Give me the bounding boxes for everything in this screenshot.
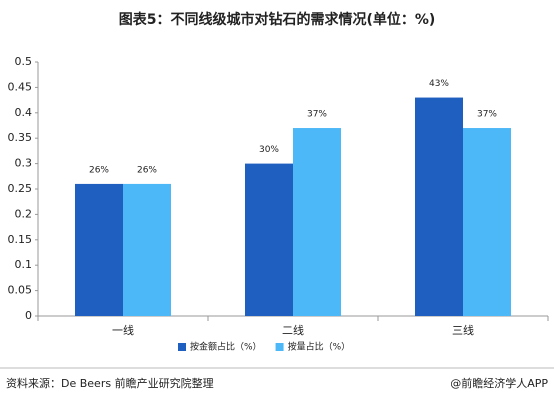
credit: @前瞻经济学人APP bbox=[450, 376, 548, 390]
y-tick-label: 0.3 bbox=[15, 157, 33, 170]
bar bbox=[75, 183, 123, 316]
y-tick-label: 0.5 bbox=[15, 55, 33, 68]
legend-swatch bbox=[178, 343, 186, 351]
y-tick-label: 0.35 bbox=[8, 131, 33, 144]
x-tick-label: 一线 bbox=[112, 323, 134, 337]
value-label: 43% bbox=[429, 79, 449, 89]
bar bbox=[415, 97, 463, 316]
bar bbox=[123, 183, 171, 316]
bar bbox=[245, 163, 293, 316]
legend-label: 按量占比（%） bbox=[288, 341, 351, 353]
y-tick-label: 0.15 bbox=[8, 233, 33, 246]
bar bbox=[293, 128, 341, 316]
legend-label: 按金额占比（%） bbox=[190, 341, 262, 353]
chart-title: 图表5：不同线级城市对钻石的需求情况(单位：%) bbox=[119, 11, 436, 28]
source: 资料来源：De Beers 前瞻产业研究院整理 bbox=[6, 376, 214, 390]
value-label: 37% bbox=[307, 110, 327, 120]
value-label: 26% bbox=[89, 165, 109, 175]
y-tick-label: 0.05 bbox=[8, 284, 33, 297]
value-label: 37% bbox=[477, 110, 497, 120]
y-tick-label: 0.45 bbox=[8, 80, 33, 93]
y-tick-label: 0.4 bbox=[15, 106, 33, 119]
value-label: 30% bbox=[259, 145, 279, 155]
y-tick-label: 0 bbox=[25, 309, 32, 322]
value-label: 26% bbox=[137, 165, 157, 175]
legend-swatch bbox=[275, 343, 284, 351]
bar bbox=[463, 128, 511, 316]
x-tick-label: 二线 bbox=[282, 323, 304, 337]
y-tick-label: 0.25 bbox=[8, 182, 33, 195]
x-tick-label: 三线 bbox=[452, 323, 474, 337]
y-tick-label: 0.2 bbox=[15, 207, 33, 220]
y-tick-label: 0.1 bbox=[15, 258, 33, 271]
